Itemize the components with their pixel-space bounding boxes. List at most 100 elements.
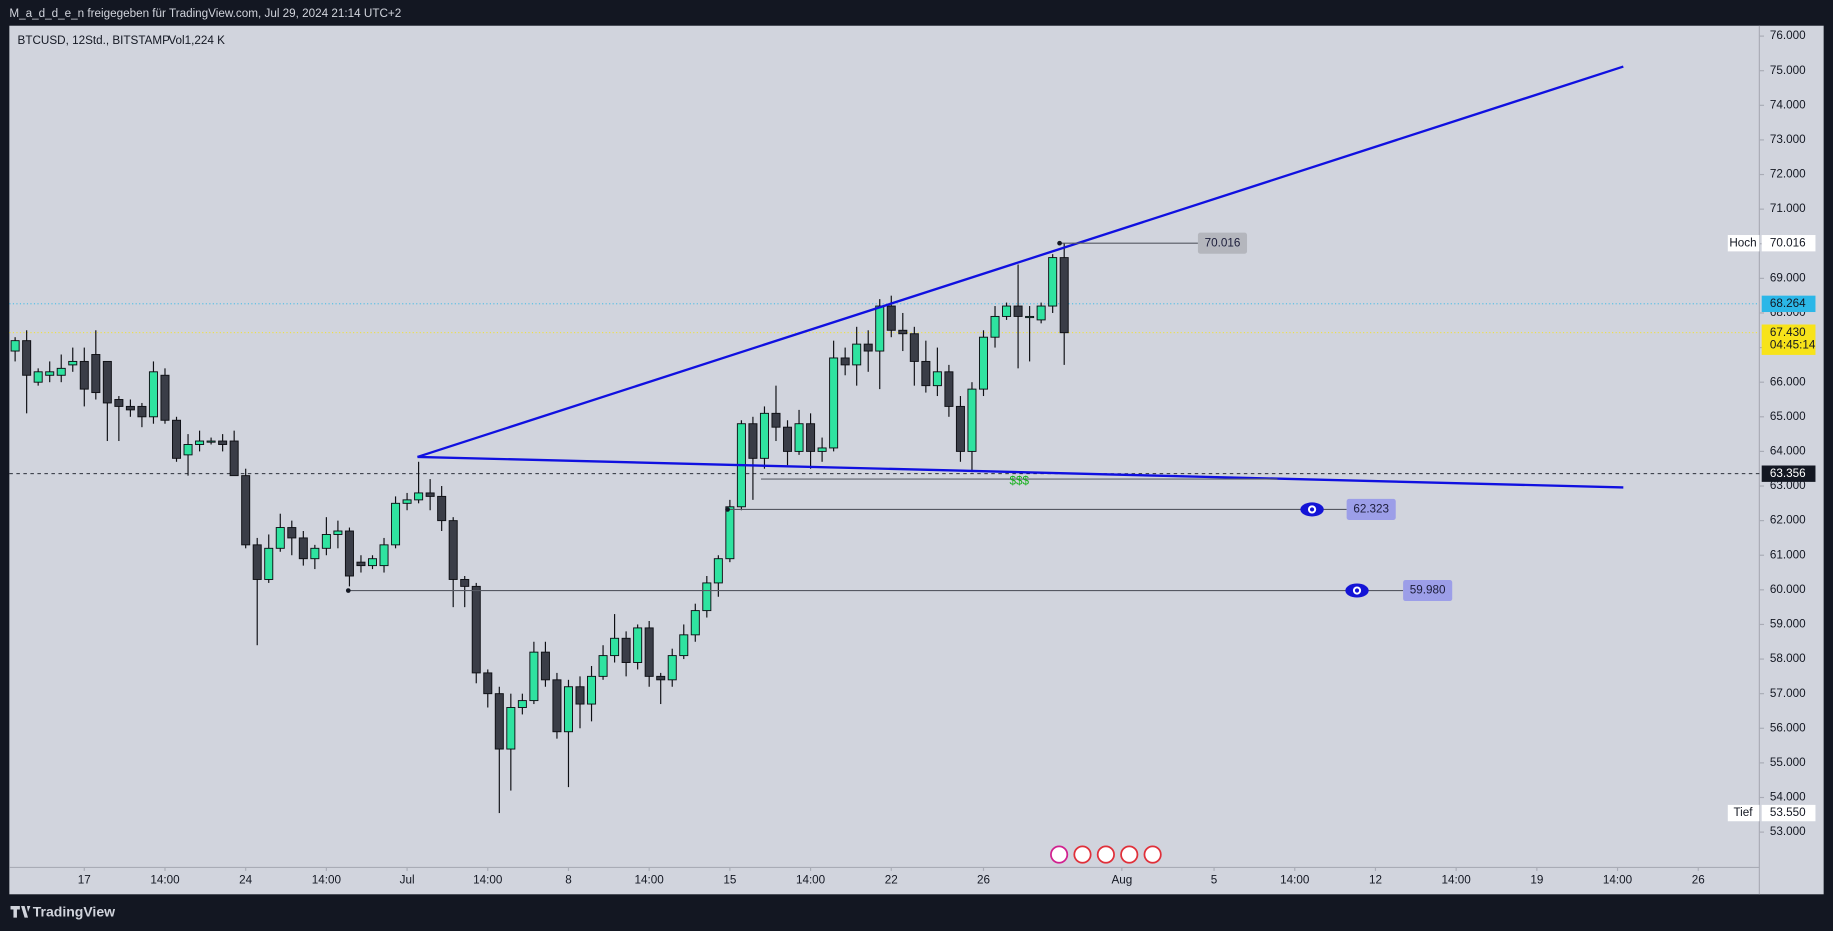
x-tick-label: 14:00 [150,873,180,886]
candle-body [967,388,977,452]
candle-body [287,527,297,539]
candle-body [218,440,228,445]
candle-body [264,547,274,580]
y-tick-label: 63.000 [1770,479,1806,492]
candle-body [10,340,20,352]
x-tick-label: 22 [885,873,898,886]
candle-body [575,686,585,705]
candle-body [921,360,931,387]
y-tick-label: 60.000 [1770,583,1806,596]
candle-body [344,530,354,577]
brand-name: TradingView [33,904,115,920]
x-tick-label: 14:00 [1280,873,1310,886]
candle-body [621,637,631,663]
price-badge-label: 68.264 [1770,297,1806,310]
candle-body [241,475,251,546]
candle-body [148,371,158,418]
candle-body [356,561,366,567]
candle-body [909,333,919,362]
x-tick-label: 26 [977,873,990,886]
eye-icon-pupil [1354,588,1360,593]
candle-body [1025,315,1035,319]
candle-body [183,444,193,456]
candle-body [137,405,147,418]
candle-body [840,357,850,366]
x-tick-label: 14:00 [1442,873,1472,886]
candle-body [1002,305,1012,317]
y-tick-label: 76.000 [1770,29,1806,42]
candle-body [172,419,182,459]
x-tick-label: 14:00 [312,873,342,886]
x-tick-label: 14:00 [1603,873,1633,886]
price-badge [1761,235,1816,252]
candle-body [633,627,643,663]
candle-body [310,547,320,560]
candle-body [794,423,804,452]
y-tick-label: 69.000 [1770,271,1806,284]
price-badge-tag: Hoch [1729,236,1756,249]
candle-body [33,371,43,383]
x-tick-label: 14:00 [473,873,503,886]
candle-body [955,405,965,452]
liquidity-label: $$$ [1009,475,1029,488]
candle-body [829,357,839,449]
candle-body [298,537,308,560]
price-badge-label: 53.550 [1770,806,1806,819]
candle-body [667,655,677,681]
candle-body [898,329,908,335]
y-tick-label: 53.000 [1770,825,1806,838]
candle-body [68,360,78,366]
candle-body [471,585,481,674]
x-tick-label: 26 [1692,873,1705,886]
candle-body [402,499,412,504]
candle-body [529,651,539,702]
candle-body [425,492,435,497]
level-label-box [1403,580,1453,602]
candle-body [771,412,781,428]
y-tick-label: 72.000 [1770,168,1806,181]
candle-body [448,520,458,580]
y-tick-label: 74.000 [1770,98,1806,111]
x-tick-label: 17 [78,873,91,886]
y-tick-label: 71.000 [1770,202,1806,215]
y-tick-label: 62.000 [1770,514,1806,527]
x-tick-label: Aug [1111,873,1132,886]
price-badge [1761,804,1816,822]
eye-icon-pupil [1309,507,1315,512]
candle-body [506,707,516,750]
candle-body [483,672,493,695]
x-tick-label: 14:00 [635,873,665,886]
candle-body [379,544,389,567]
candle-body [886,305,896,331]
level-label-box [1197,232,1248,254]
candle-body [275,527,285,549]
x-tick-label: 14:00 [796,873,826,886]
price-badge-countdown: 04:45:14 [1770,339,1816,352]
candle-body [563,686,573,733]
candle-body [679,634,689,657]
candle-body [759,412,769,459]
candle-body [1059,257,1069,334]
level-label: 59.980 [1410,584,1446,597]
y-tick-label: 65.000 [1770,410,1806,423]
candle-body [990,315,1000,338]
candle-body [517,700,527,708]
trend-line [417,455,1624,489]
candle-body [79,360,89,390]
candle-body [91,354,101,394]
price-badge-tag-box [1727,235,1760,252]
price-badge [1761,324,1816,355]
symbol-info: BTCUSD, 12Std., BITSTAMP [18,34,171,47]
candle-body [587,675,597,705]
candle-body [932,371,942,387]
price-badge-tag: Tief [1733,806,1753,819]
x-tick-label: 24 [239,873,253,886]
candle-body [552,679,562,733]
candle-body [656,675,666,681]
y-tick-label: 61.000 [1770,548,1806,561]
candle-body [1013,305,1023,317]
y-tick-label: 54.000 [1770,791,1806,804]
y-tick-label: 73.000 [1770,133,1806,146]
